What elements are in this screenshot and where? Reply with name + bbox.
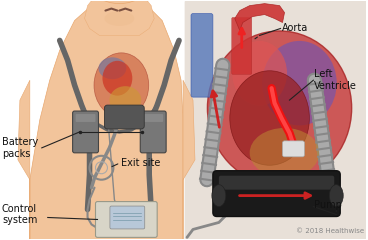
- Ellipse shape: [94, 53, 149, 118]
- Ellipse shape: [87, 0, 152, 4]
- Ellipse shape: [99, 57, 126, 79]
- Ellipse shape: [232, 41, 287, 106]
- FancyBboxPatch shape: [143, 114, 163, 122]
- Ellipse shape: [208, 31, 352, 185]
- FancyBboxPatch shape: [110, 206, 145, 229]
- FancyBboxPatch shape: [105, 105, 144, 129]
- Ellipse shape: [329, 185, 343, 207]
- Ellipse shape: [102, 61, 132, 96]
- Ellipse shape: [250, 128, 319, 178]
- Ellipse shape: [109, 86, 141, 114]
- Polygon shape: [183, 80, 195, 239]
- Text: Exit site: Exit site: [121, 158, 161, 168]
- Ellipse shape: [105, 11, 134, 26]
- FancyBboxPatch shape: [75, 114, 96, 122]
- FancyBboxPatch shape: [72, 111, 99, 153]
- FancyBboxPatch shape: [213, 171, 340, 216]
- Polygon shape: [18, 80, 30, 239]
- Text: Aorta: Aorta: [282, 24, 308, 33]
- Text: Control
system: Control system: [2, 204, 38, 225]
- Ellipse shape: [262, 41, 337, 126]
- Ellipse shape: [212, 185, 226, 207]
- FancyBboxPatch shape: [191, 13, 213, 97]
- Polygon shape: [30, 1, 183, 239]
- Text: © 2018 Healthwise: © 2018 Healthwise: [296, 228, 364, 234]
- FancyBboxPatch shape: [219, 176, 334, 190]
- Bar: [185, 1, 366, 239]
- FancyBboxPatch shape: [232, 18, 252, 74]
- Polygon shape: [85, 1, 154, 36]
- Ellipse shape: [230, 71, 309, 165]
- FancyBboxPatch shape: [140, 111, 166, 153]
- Bar: [185, 1, 366, 239]
- Text: Pump: Pump: [314, 199, 342, 210]
- FancyBboxPatch shape: [96, 202, 157, 237]
- Polygon shape: [235, 4, 284, 30]
- FancyBboxPatch shape: [283, 141, 304, 157]
- Text: Battery
packs: Battery packs: [2, 137, 38, 159]
- Text: Left
Ventricle: Left Ventricle: [314, 69, 357, 91]
